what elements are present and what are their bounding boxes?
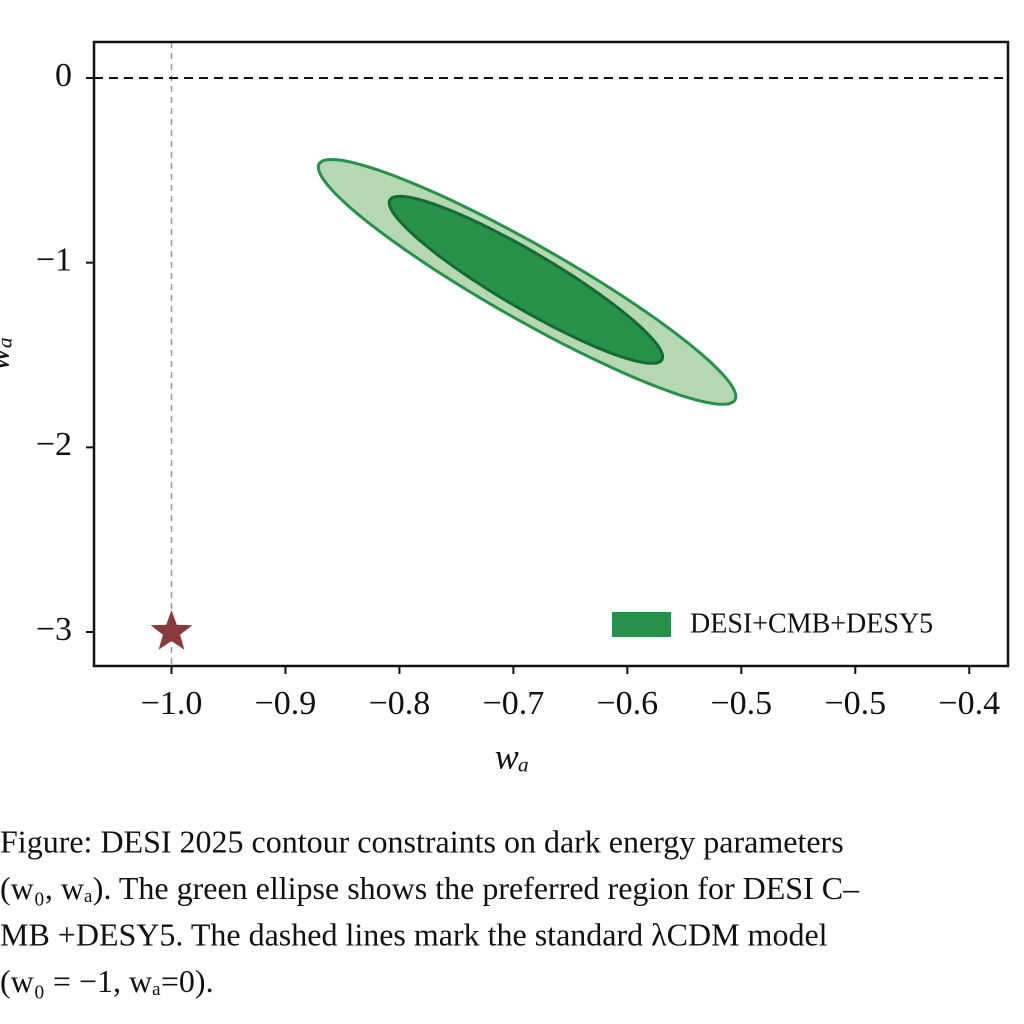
y-tick-label: −2 bbox=[36, 426, 72, 463]
caption-line: MB +DESY5. The dashed lines mark the sta… bbox=[0, 916, 828, 952]
x-axis-label: wₐ bbox=[495, 736, 530, 776]
y-axis-label: wₐ bbox=[0, 337, 16, 372]
y-tick-label: −1 bbox=[36, 241, 72, 278]
x-tick-label: −0.7 bbox=[483, 685, 545, 722]
x-tick-label: −0.8 bbox=[369, 685, 431, 722]
x-tick-label: −0.9 bbox=[255, 685, 317, 722]
x-tick-label: −0.4 bbox=[938, 685, 1000, 722]
x-tick-label: −0.5 bbox=[710, 685, 772, 722]
x-tick-label: −1.0 bbox=[141, 685, 203, 722]
plot-frame bbox=[92, 40, 1010, 668]
caption-line: (w₀, wₐ). The green ellipse shows the pr… bbox=[0, 870, 860, 906]
legend-swatch bbox=[612, 612, 671, 637]
legend-label: DESI+CMB+DESY5 bbox=[690, 608, 933, 639]
y-tick-label: 0 bbox=[55, 57, 72, 94]
x-tick-label: −0.5 bbox=[824, 685, 886, 722]
caption-line: Figure: DESI 2025 contour constraints on… bbox=[0, 823, 844, 859]
star-marker bbox=[150, 610, 193, 650]
x-tick-label: −0.6 bbox=[597, 685, 659, 722]
contour bbox=[387, 194, 665, 365]
y-tick-label: −3 bbox=[36, 611, 72, 648]
caption-line: (w₀ = −1, wₐ=0). bbox=[0, 963, 214, 999]
